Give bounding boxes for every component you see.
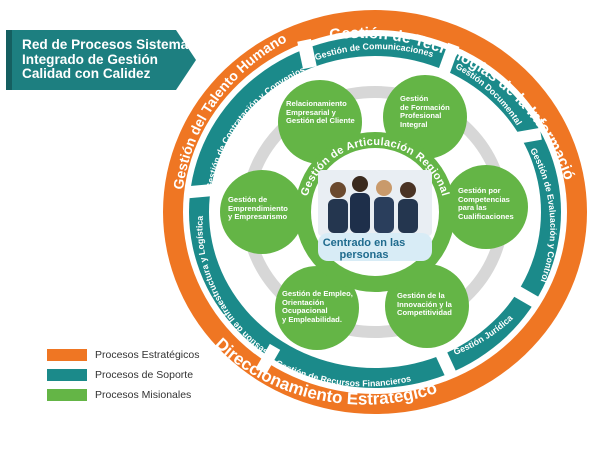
legend-item-strategic: Procesos Estratégicos: [47, 348, 247, 362]
people-photo-icon: [318, 170, 432, 236]
title-banner: Red de Procesos Sistema Integrado de Ges…: [6, 30, 196, 90]
legend-label: Procesos Estratégicos: [95, 349, 200, 361]
legend-item-support: Procesos de Soporte: [47, 368, 247, 382]
legend-swatch-strategic: [47, 349, 87, 361]
legend-label: Procesos de Soporte: [95, 369, 194, 381]
title-arrow-shape: [6, 30, 196, 90]
title-line-1: Red de Procesos Sistema: [22, 37, 189, 52]
node-employment: [275, 266, 359, 350]
node-training-label: Gestión de Formación Profesional Integra…: [400, 94, 450, 129]
title-text: Red de Procesos Sistema Integrado de Ges…: [22, 37, 197, 82]
title-line-2: Integrado de Gestión: [22, 51, 158, 67]
node-entrepreneurship-label: Gestión de Emprendimiento y Empresarismo: [228, 195, 288, 222]
node-entrepreneurship: [220, 170, 304, 254]
center-label: Centrado en las personas: [322, 237, 406, 261]
node-competencies: [444, 165, 528, 249]
node-relationship-label: Relacionamiento Empresarial y Gestión de…: [286, 99, 355, 126]
node-employment-label: Gestión de Empleo, Orientación Ocupacion…: [282, 289, 353, 324]
title-line-3: Calidad con Calidez: [22, 66, 151, 81]
legend-swatch-mission: [47, 389, 87, 401]
center-hub: Gestión de Articulación Regional: [295, 132, 455, 292]
legend-item-mission: Procesos Misionales: [47, 388, 247, 402]
legend-swatch-support: [47, 369, 87, 381]
node-competencies-label: Gestión por Competencias para las Cualif…: [458, 186, 514, 221]
node-innovation-label: Gestión de la Innovación y la Competitiv…: [397, 291, 452, 318]
legend-label: Procesos Misionales: [95, 389, 192, 401]
